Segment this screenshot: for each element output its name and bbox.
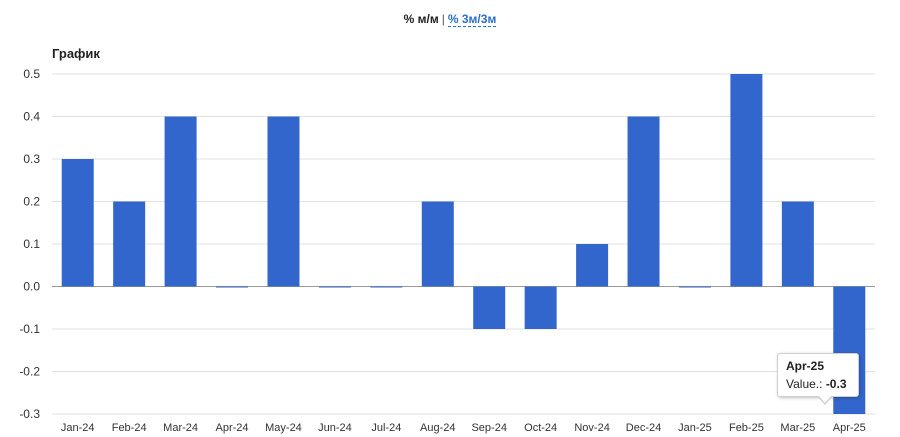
- bar-jan-24[interactable]: [61, 159, 94, 287]
- x-tick-label: Nov-24: [574, 422, 609, 434]
- y-tick-label: 0.4: [23, 110, 40, 124]
- bar-feb-24[interactable]: [113, 201, 146, 287]
- x-tick-label: Sep-24: [471, 422, 506, 434]
- bar-sep-24[interactable]: [473, 286, 506, 330]
- x-tick-label: Aug-24: [420, 422, 455, 434]
- x-tick-label: May-24: [265, 422, 302, 434]
- x-axis-ticks: Jan-24 Feb-24 Mar-24 Apr-24 May-24 Jun-24 Jul-…: [61, 422, 866, 434]
- y-tick-label: 0.0: [23, 280, 40, 294]
- y-tick-label: -0.3: [19, 407, 40, 421]
- x-tick-label: Jan-25: [678, 422, 712, 434]
- y-tick-label: 0.1: [23, 237, 40, 251]
- bar-mar-25[interactable]: [781, 201, 814, 287]
- x-tick-label: Feb-25: [729, 422, 764, 434]
- toggle-separator: |: [441, 12, 445, 26]
- x-tick-label: Jun-24: [318, 422, 352, 434]
- bar-may-24[interactable]: [267, 116, 300, 287]
- y-axis-ticks: 0.5 0.4 0.3 0.2 0.1 0.0 -0.1 -0.2 -0.3: [19, 67, 40, 421]
- x-tick-label: Mar-25: [780, 422, 815, 434]
- y-tick-label: 0.5: [23, 67, 40, 81]
- tooltip-value: -0.3: [825, 377, 847, 391]
- y-tick-label: 0.3: [23, 152, 40, 166]
- bar-dec-24[interactable]: [627, 116, 660, 287]
- chart-title: График: [52, 46, 100, 61]
- bar-jul-24[interactable]: [370, 286, 403, 288]
- bar-aug-24[interactable]: [421, 201, 454, 287]
- x-tick-label: Apr-24: [216, 422, 249, 434]
- x-tick-label: Dec-24: [626, 422, 661, 434]
- toggle-3m3m-link[interactable]: % 3м/3м: [447, 12, 497, 27]
- bar-oct-24[interactable]: [524, 286, 557, 330]
- tooltip-value-row: Value.: -0.3: [786, 377, 850, 391]
- tooltip-arrow-fill: [819, 396, 831, 403]
- x-tick-label: Jul-24: [371, 422, 401, 434]
- tooltip-value-label: Value.:: [786, 377, 823, 391]
- bar-jan-25[interactable]: [678, 286, 711, 288]
- bar-jun-24[interactable]: [318, 286, 351, 288]
- x-tick-label: Apr-25: [833, 422, 866, 434]
- tooltip-title: Apr-25: [786, 359, 825, 373]
- bar-tooltip: Apr-25 Value.: -0.3: [777, 353, 859, 397]
- x-tick-label: Mar-24: [163, 422, 198, 434]
- bar-feb-25[interactable]: [730, 74, 763, 287]
- toggle-mom-option[interactable]: % м/м: [403, 12, 439, 26]
- bar-apr-24[interactable]: [216, 286, 249, 288]
- y-tick-label: -0.1: [19, 322, 40, 336]
- y-tick-label: 0.2: [23, 195, 40, 209]
- y-tick-label: -0.2: [19, 365, 40, 379]
- bar-mar-24[interactable]: [164, 116, 197, 287]
- bar-nov-24[interactable]: [576, 244, 609, 287]
- x-tick-label: Jan-24: [61, 422, 95, 434]
- period-toggle: % м/м |% 3м/3м: [0, 12, 900, 27]
- x-tick-label: Feb-24: [112, 422, 147, 434]
- x-tick-label: Oct-24: [524, 422, 557, 434]
